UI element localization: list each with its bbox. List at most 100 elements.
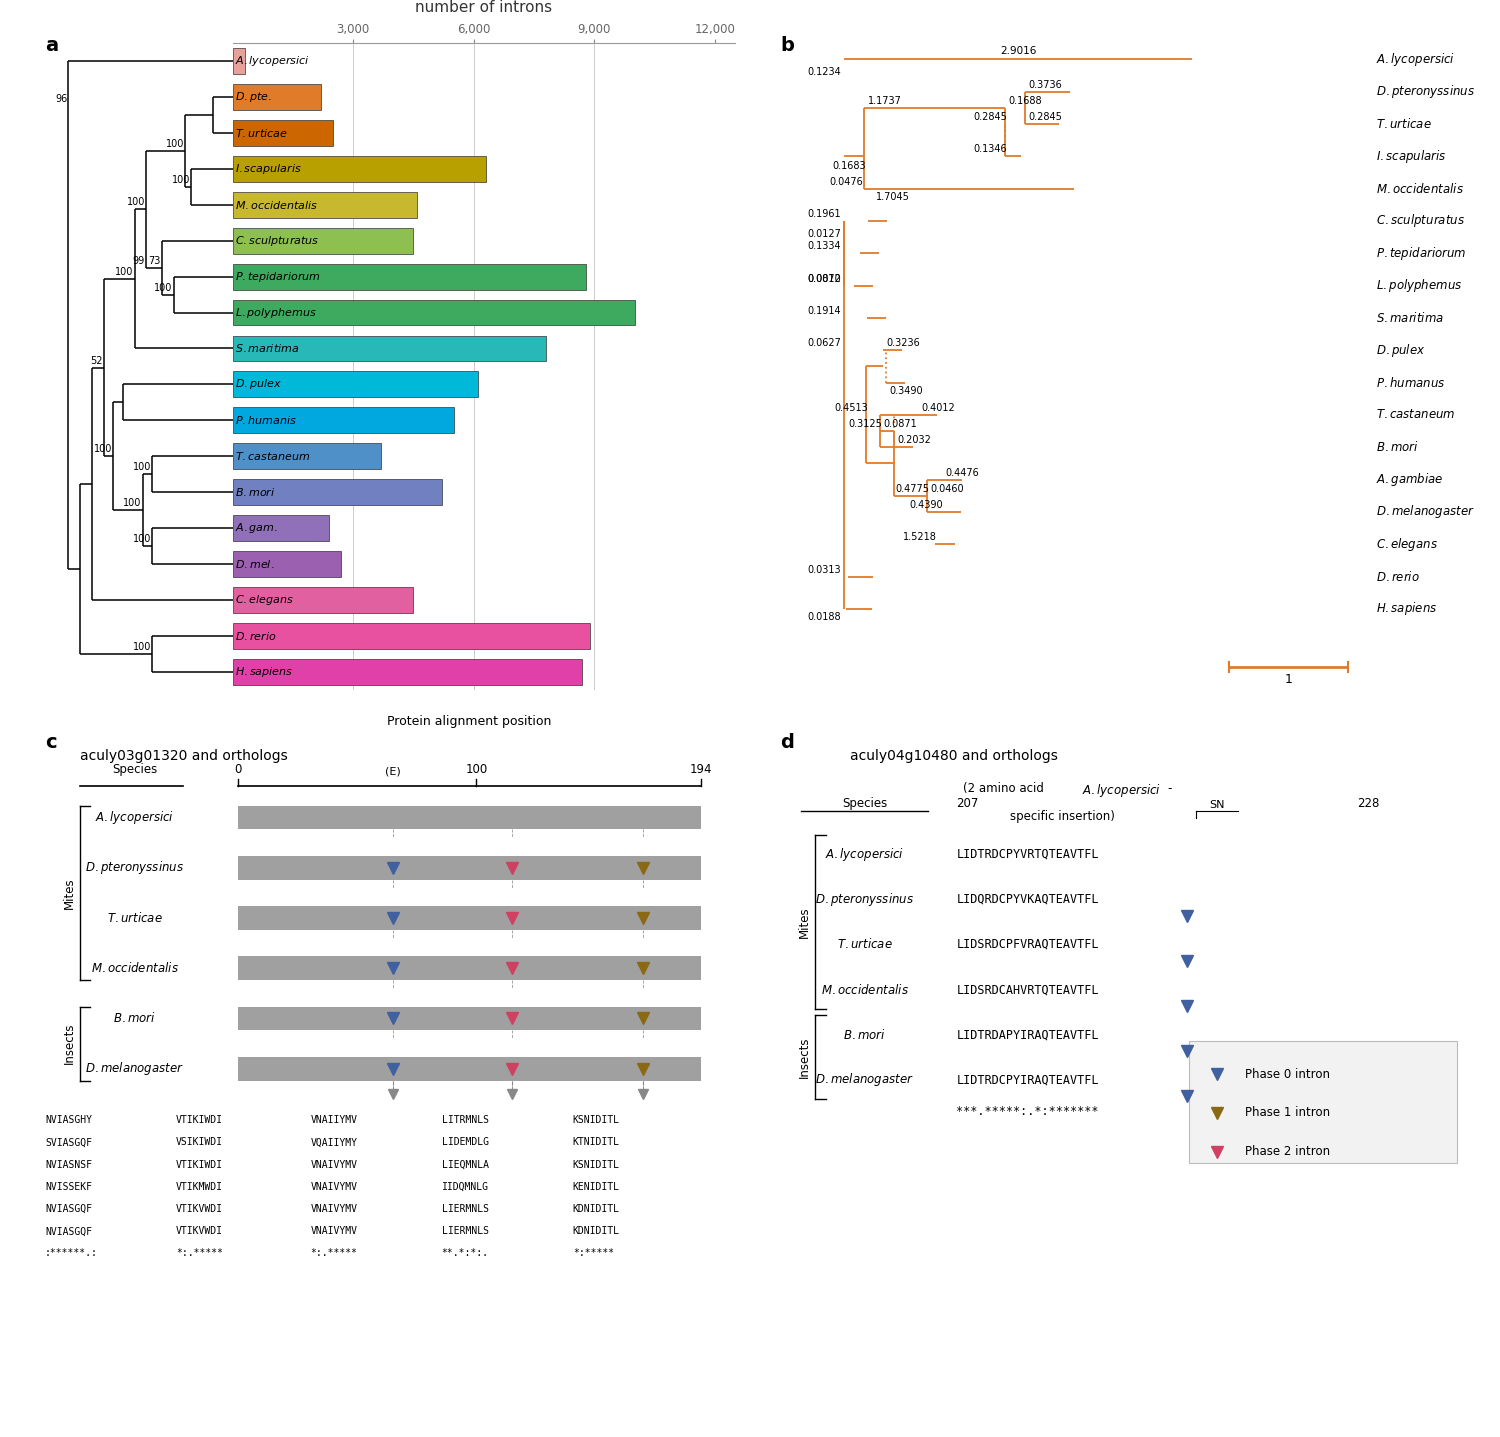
Text: VQAIIYMY: VQAIIYMY <box>310 1138 357 1147</box>
Text: 0.1961: 0.1961 <box>807 208 842 218</box>
Text: $\it{M. occidentalis}$: $\it{M. occidentalis}$ <box>236 198 318 211</box>
Text: $\it{I. scapularis}$: $\it{I. scapularis}$ <box>236 162 302 175</box>
Text: 0.0313: 0.0313 <box>807 565 842 575</box>
Text: Phase 1 intron: Phase 1 intron <box>1245 1106 1330 1119</box>
Text: 1.7045: 1.7045 <box>876 193 910 203</box>
Text: KDNIDITL: KDNIDITL <box>573 1204 620 1214</box>
Text: SN: SN <box>1209 800 1225 810</box>
Text: aculy03g01320 and orthologs: aculy03g01320 and orthologs <box>80 749 288 763</box>
Text: $\it{C. sculpturatus}$: $\it{C. sculpturatus}$ <box>236 234 320 247</box>
Text: $\it{D. pulex}$: $\it{D. pulex}$ <box>1376 342 1425 359</box>
Text: NVIASNSF: NVIASNSF <box>45 1160 92 1170</box>
Text: $\it{S. maritima}$: $\it{S. maritima}$ <box>1376 310 1444 325</box>
Bar <box>238 856 700 879</box>
Text: KENIDITL: KENIDITL <box>573 1181 620 1191</box>
Text: Mites: Mites <box>798 905 812 937</box>
Bar <box>238 907 700 930</box>
Text: VTIKIWDI: VTIKIWDI <box>176 1160 223 1170</box>
Text: aculy04g10480 and orthologs: aculy04g10480 and orthologs <box>850 750 1059 763</box>
Bar <box>238 956 700 980</box>
Text: $\it{C. sculpturatus}$: $\it{C. sculpturatus}$ <box>1376 213 1466 230</box>
Text: $\it{T. urticae}$: $\it{T. urticae}$ <box>1376 116 1432 131</box>
Text: $\it{D. pteronyssinus}$: $\it{D. pteronyssinus}$ <box>815 891 914 908</box>
Text: Phase 2 intron: Phase 2 intron <box>1245 1145 1330 1158</box>
Text: Protein alignment position: Protein alignment position <box>387 714 552 727</box>
Text: 0.0812: 0.0812 <box>807 273 842 283</box>
Text: SVIASGQF: SVIASGQF <box>45 1138 92 1147</box>
Text: NVISSEKF: NVISSEKF <box>45 1181 92 1191</box>
Text: $\it{C. elegans}$: $\it{C. elegans}$ <box>236 593 294 606</box>
Text: 0.1334: 0.1334 <box>807 241 842 251</box>
Text: 100: 100 <box>166 139 184 149</box>
Text: $\it{A. lycopersici}$: $\it{A. lycopersici}$ <box>236 55 310 68</box>
Text: 100: 100 <box>123 499 141 509</box>
Bar <box>232 586 414 612</box>
Text: 0.3490: 0.3490 <box>890 387 922 397</box>
Text: 0.1234: 0.1234 <box>807 68 842 78</box>
Text: 0.0460: 0.0460 <box>930 484 964 494</box>
Text: 0.1346: 0.1346 <box>974 144 1006 154</box>
Text: $\it{D. pulex}$: $\it{D. pulex}$ <box>236 378 282 391</box>
Text: 0.3236: 0.3236 <box>886 338 920 348</box>
Text: -: - <box>1167 782 1172 796</box>
Text: KTNIDITL: KTNIDITL <box>573 1138 620 1147</box>
Text: 0.0871: 0.0871 <box>884 420 916 430</box>
Text: 2.9016: 2.9016 <box>1000 46 1036 56</box>
Text: VTIKVWDI: VTIKVWDI <box>176 1226 223 1236</box>
Text: $\it{A. lycopersici}$: $\it{A. lycopersici}$ <box>94 809 174 826</box>
Text: KSNIDITL: KSNIDITL <box>573 1160 620 1170</box>
Text: 100: 100 <box>172 175 190 185</box>
Text: NVIASGQF: NVIASGQF <box>45 1226 92 1236</box>
Bar <box>232 300 634 326</box>
Text: $\it{D. pteronyssinus}$: $\it{D. pteronyssinus}$ <box>86 859 184 877</box>
Text: 0.1914: 0.1914 <box>807 306 842 316</box>
Text: specific insertion): specific insertion) <box>1010 810 1114 823</box>
Text: 0.0188: 0.0188 <box>807 612 842 622</box>
Bar <box>232 550 340 576</box>
Text: $\it{D. rerio}$: $\it{D. rerio}$ <box>236 629 276 642</box>
Text: $\it{B. mori}$: $\it{B. mori}$ <box>843 1027 886 1042</box>
Text: $\it{A. lycopersici}$: $\it{A. lycopersici}$ <box>825 845 904 862</box>
Text: LIDTRDCPYIRAQTEAVTFL: LIDTRDCPYIRAQTEAVTFL <box>957 1073 1098 1086</box>
Text: $\it{D. pte.}$: $\it{D. pte.}$ <box>236 91 272 103</box>
Bar <box>232 443 381 468</box>
Text: Phase 0 intron: Phase 0 intron <box>1245 1068 1330 1081</box>
Text: $\it{T. urticae}$: $\it{T. urticae}$ <box>236 126 288 139</box>
Text: $\it{L. polyphemus}$: $\it{L. polyphemus}$ <box>1376 277 1462 295</box>
Text: 0.3736: 0.3736 <box>1029 79 1062 89</box>
Text: *:.*****: *:.***** <box>176 1249 223 1259</box>
Text: $\it{M. occidentalis}$: $\it{M. occidentalis}$ <box>1376 181 1464 195</box>
Text: VTIKMWDI: VTIKMWDI <box>176 1181 223 1191</box>
Text: $\it{D. mel.}$: $\it{D. mel.}$ <box>236 558 274 570</box>
Text: 100: 100 <box>116 267 134 277</box>
Text: 100: 100 <box>128 197 146 207</box>
Text: 1: 1 <box>1284 674 1293 687</box>
Text: VSIKIWDI: VSIKIWDI <box>176 1138 223 1147</box>
Text: (2 amino acid: (2 amino acid <box>963 782 1048 796</box>
Text: 100: 100 <box>94 444 112 454</box>
Text: $\it{C. elegans}$: $\it{C. elegans}$ <box>1376 536 1438 553</box>
Text: VNAIVYMV: VNAIVYMV <box>310 1160 357 1170</box>
Text: $\it{A. lycopersici}$: $\it{A. lycopersici}$ <box>1376 50 1455 68</box>
Bar <box>232 264 586 290</box>
Bar <box>232 371 477 397</box>
Bar <box>238 1006 700 1030</box>
Text: LIDTRDAPYIRAQTEAVTFL: LIDTRDAPYIRAQTEAVTFL <box>957 1029 1098 1042</box>
Text: $\it{A. lycopersici}$: $\it{A. lycopersici}$ <box>1083 782 1161 799</box>
Text: $\it{D. melanogaster}$: $\it{D. melanogaster}$ <box>1376 503 1474 520</box>
Text: Species: Species <box>842 798 886 810</box>
Text: $\it{A. gam.}$: $\it{A. gam.}$ <box>236 522 278 535</box>
Text: $\it{T. urticae}$: $\it{T. urticae}$ <box>106 911 162 925</box>
Text: *:.*****: *:.***** <box>310 1249 357 1259</box>
Text: LIDSRDCPFVRAQTEAVTFL: LIDSRDCPFVRAQTEAVTFL <box>957 938 1098 951</box>
Text: LIERMNLS: LIERMNLS <box>441 1204 489 1214</box>
Text: VNAIIYMV: VNAIIYMV <box>310 1115 357 1125</box>
Text: Mites: Mites <box>63 877 75 908</box>
Text: 0.1688: 0.1688 <box>1008 96 1042 106</box>
Text: $\it{T. castaneum}$: $\it{T. castaneum}$ <box>236 450 310 463</box>
Text: $\it{T. urticae}$: $\it{T. urticae}$ <box>837 937 892 951</box>
Text: 0.1683: 0.1683 <box>833 161 866 171</box>
Text: a: a <box>45 36 58 55</box>
Text: 100: 100 <box>134 535 152 545</box>
Text: $\it{S. maritima}$: $\it{S. maritima}$ <box>236 342 300 355</box>
